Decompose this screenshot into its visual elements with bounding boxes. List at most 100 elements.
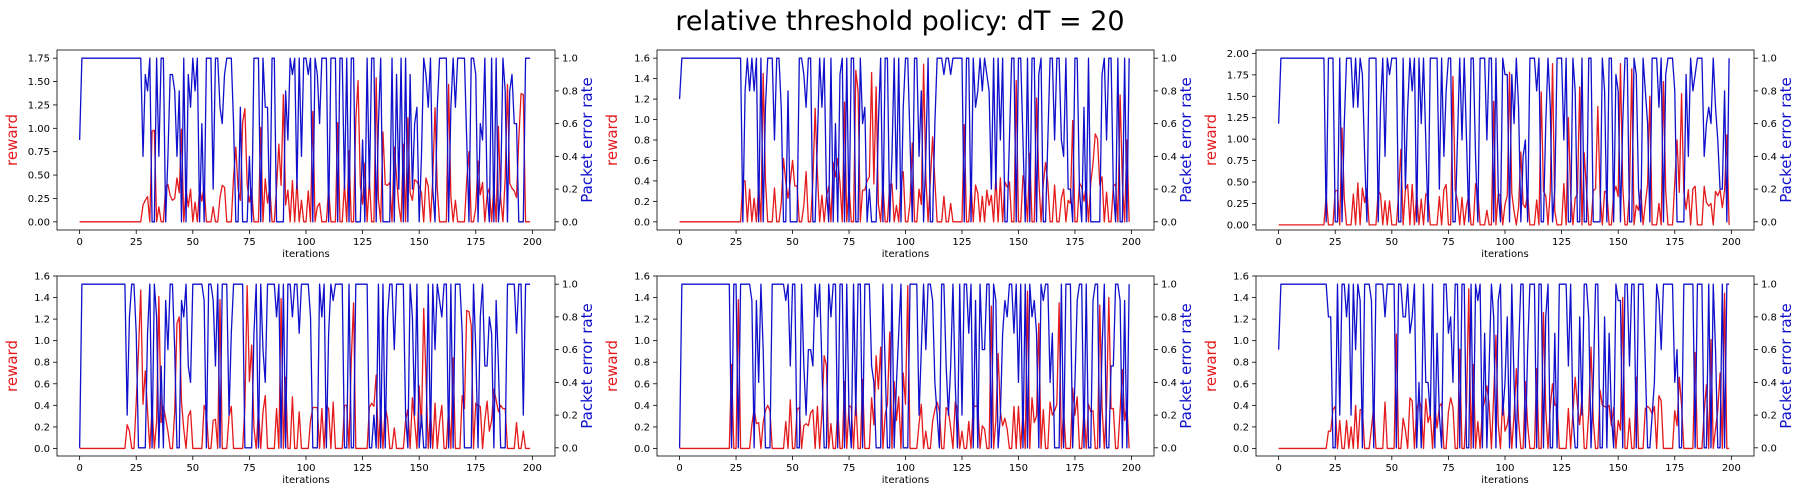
x-axis-label: iterations: [882, 249, 929, 260]
y-tick-label: 1.4: [1233, 293, 1249, 304]
subplot-5: 0 25 50 75 100 125 150 175 200 0.0 0.2 0.4 0.6 0.8 1.0…: [603, 272, 1195, 487]
y-tick-label: 0.2: [34, 422, 50, 433]
y2-axis-label: Packet error rate: [1777, 77, 1795, 202]
x-tick-label: 125: [1552, 463, 1571, 474]
y-tick-label: 0.25: [28, 194, 50, 205]
x-axis-label: iterations: [282, 249, 329, 260]
y-tick-label: 1.00: [28, 124, 50, 135]
y-tick-label: 1.0: [634, 336, 650, 347]
y2-axis-label: Packet error rate: [1777, 303, 1795, 428]
y-tick-label: 0.6: [634, 156, 650, 167]
y-tick-label: 1.6: [634, 272, 650, 283]
packet-error-rate-line: [1277, 57, 1730, 223]
y2-tick-label: 0.6: [1761, 345, 1777, 356]
x-tick-label: 100: [296, 237, 315, 248]
y2-tick-label: 0.0: [1161, 217, 1177, 228]
y-tick-label: 1.2: [34, 315, 50, 326]
y-axis-label: reward: [603, 114, 621, 166]
y2-tick-label: 0.8: [1161, 312, 1177, 323]
x-tick-label: 75: [843, 237, 856, 248]
y-tick-label: 0.4: [34, 401, 50, 412]
y-tick-label: 1.75: [28, 54, 50, 65]
subplot-6: 0 25 50 75 100 125 150 175 200 0.0 0.2 0.4 0.6 0.8 1.0…: [1202, 272, 1795, 487]
y-axis-label: reward: [3, 340, 21, 392]
x-tick-label: 125: [952, 237, 971, 248]
y2-tick-label: 0.2: [1761, 185, 1777, 196]
y-tick-label: 0.2: [634, 197, 650, 208]
y-axis-label: reward: [1202, 114, 1220, 166]
y-tick-label: 1.6: [1233, 272, 1249, 283]
y2-tick-label: 0.2: [562, 185, 578, 196]
y2-tick-label: 1.0: [1761, 280, 1777, 291]
y2-tick-label: 0.2: [1761, 411, 1777, 422]
y2-tick-label: 0.4: [1761, 152, 1777, 163]
reward-line: [1278, 288, 1730, 450]
reward-line: [679, 63, 1130, 223]
y2-axis-label: Packet error rate: [1177, 303, 1195, 428]
y-tick-label: 1.2: [1233, 315, 1249, 326]
x-tick-label: 175: [466, 463, 485, 474]
x-tick-label: 50: [1385, 237, 1398, 248]
y-tick-label: 0.75: [1227, 156, 1249, 167]
y-tick-label: 1.25: [1227, 113, 1249, 124]
x-tick-label: 75: [1442, 237, 1455, 248]
x-tick-label: 175: [466, 237, 485, 248]
packet-error-rate-line: [78, 57, 531, 223]
y-tick-label: 1.75: [1227, 70, 1249, 81]
y2-tick-label: 0.4: [1761, 378, 1777, 389]
x-tick-label: 0: [76, 237, 82, 248]
y2-tick-label: 0.8: [1761, 312, 1777, 323]
packet-error-rate-line: [1277, 283, 1730, 449]
x-tick-label: 200: [1722, 237, 1741, 248]
x-tick-label: 100: [896, 237, 915, 248]
y-tick-label: 0.00: [1227, 220, 1249, 231]
y2-tick-label: 1.0: [1761, 54, 1777, 65]
x-tick-label: 25: [1329, 463, 1342, 474]
y-tick-label: 0.50: [28, 171, 50, 182]
y-tick-label: 1.00: [1227, 135, 1249, 146]
x-tick-label: 200: [523, 463, 542, 474]
y-tick-label: 0.8: [34, 358, 50, 369]
y-tick-label: 1.2: [634, 315, 650, 326]
x-axis-label: iterations: [282, 475, 329, 486]
x-tick-label: 25: [1329, 237, 1342, 248]
packet-error-rate-line: [678, 283, 1130, 449]
y2-tick-label: 1.0: [1161, 54, 1177, 65]
x-tick-label: 0: [1275, 463, 1281, 474]
x-tick-label: 75: [243, 237, 256, 248]
y2-tick-label: 1.0: [562, 54, 578, 65]
y-tick-label: 0.00: [28, 217, 50, 228]
x-tick-label: 125: [952, 463, 971, 474]
x-tick-label: 100: [296, 463, 315, 474]
y-axis-label: reward: [603, 340, 621, 392]
subplot-2: 0 25 50 75 100 125 150 175 200 0.0 0.2 0.4 0.6 0.8 1.0…: [603, 49, 1195, 260]
axes-frame: [656, 49, 1155, 231]
x-tick-label: 100: [1495, 463, 1514, 474]
y-tick-label: 1.0: [1233, 336, 1249, 347]
y-tick-label: 0.4: [634, 176, 650, 187]
x-tick-label: 25: [730, 237, 743, 248]
x-tick-label: 100: [896, 463, 915, 474]
y-tick-label: 0.6: [34, 379, 50, 390]
y-tick-label: 0.0: [634, 444, 650, 455]
y2-tick-label: 0.4: [1161, 378, 1177, 389]
y2-tick-label: 1.0: [1161, 280, 1177, 291]
y-tick-label: 0.6: [634, 379, 650, 390]
y-tick-label: 1.4: [634, 293, 650, 304]
x-tick-label: 50: [186, 237, 199, 248]
axes-frame: [56, 49, 556, 231]
x-tick-label: 200: [523, 237, 542, 248]
y-tick-label: 0.50: [1227, 178, 1249, 189]
x-tick-label: 200: [1122, 463, 1141, 474]
y-tick-label: 1.50: [28, 77, 50, 88]
y2-tick-label: 0.8: [1161, 86, 1177, 97]
y-tick-label: 0.8: [1233, 358, 1249, 369]
x-tick-label: 175: [1665, 463, 1684, 474]
y2-tick-label: 0.2: [1161, 411, 1177, 422]
y2-tick-label: 0.6: [562, 119, 578, 130]
x-tick-label: 200: [1722, 463, 1741, 474]
x-tick-label: 75: [843, 463, 856, 474]
x-tick-label: 75: [243, 463, 256, 474]
y2-tick-label: 0.8: [1761, 86, 1777, 97]
